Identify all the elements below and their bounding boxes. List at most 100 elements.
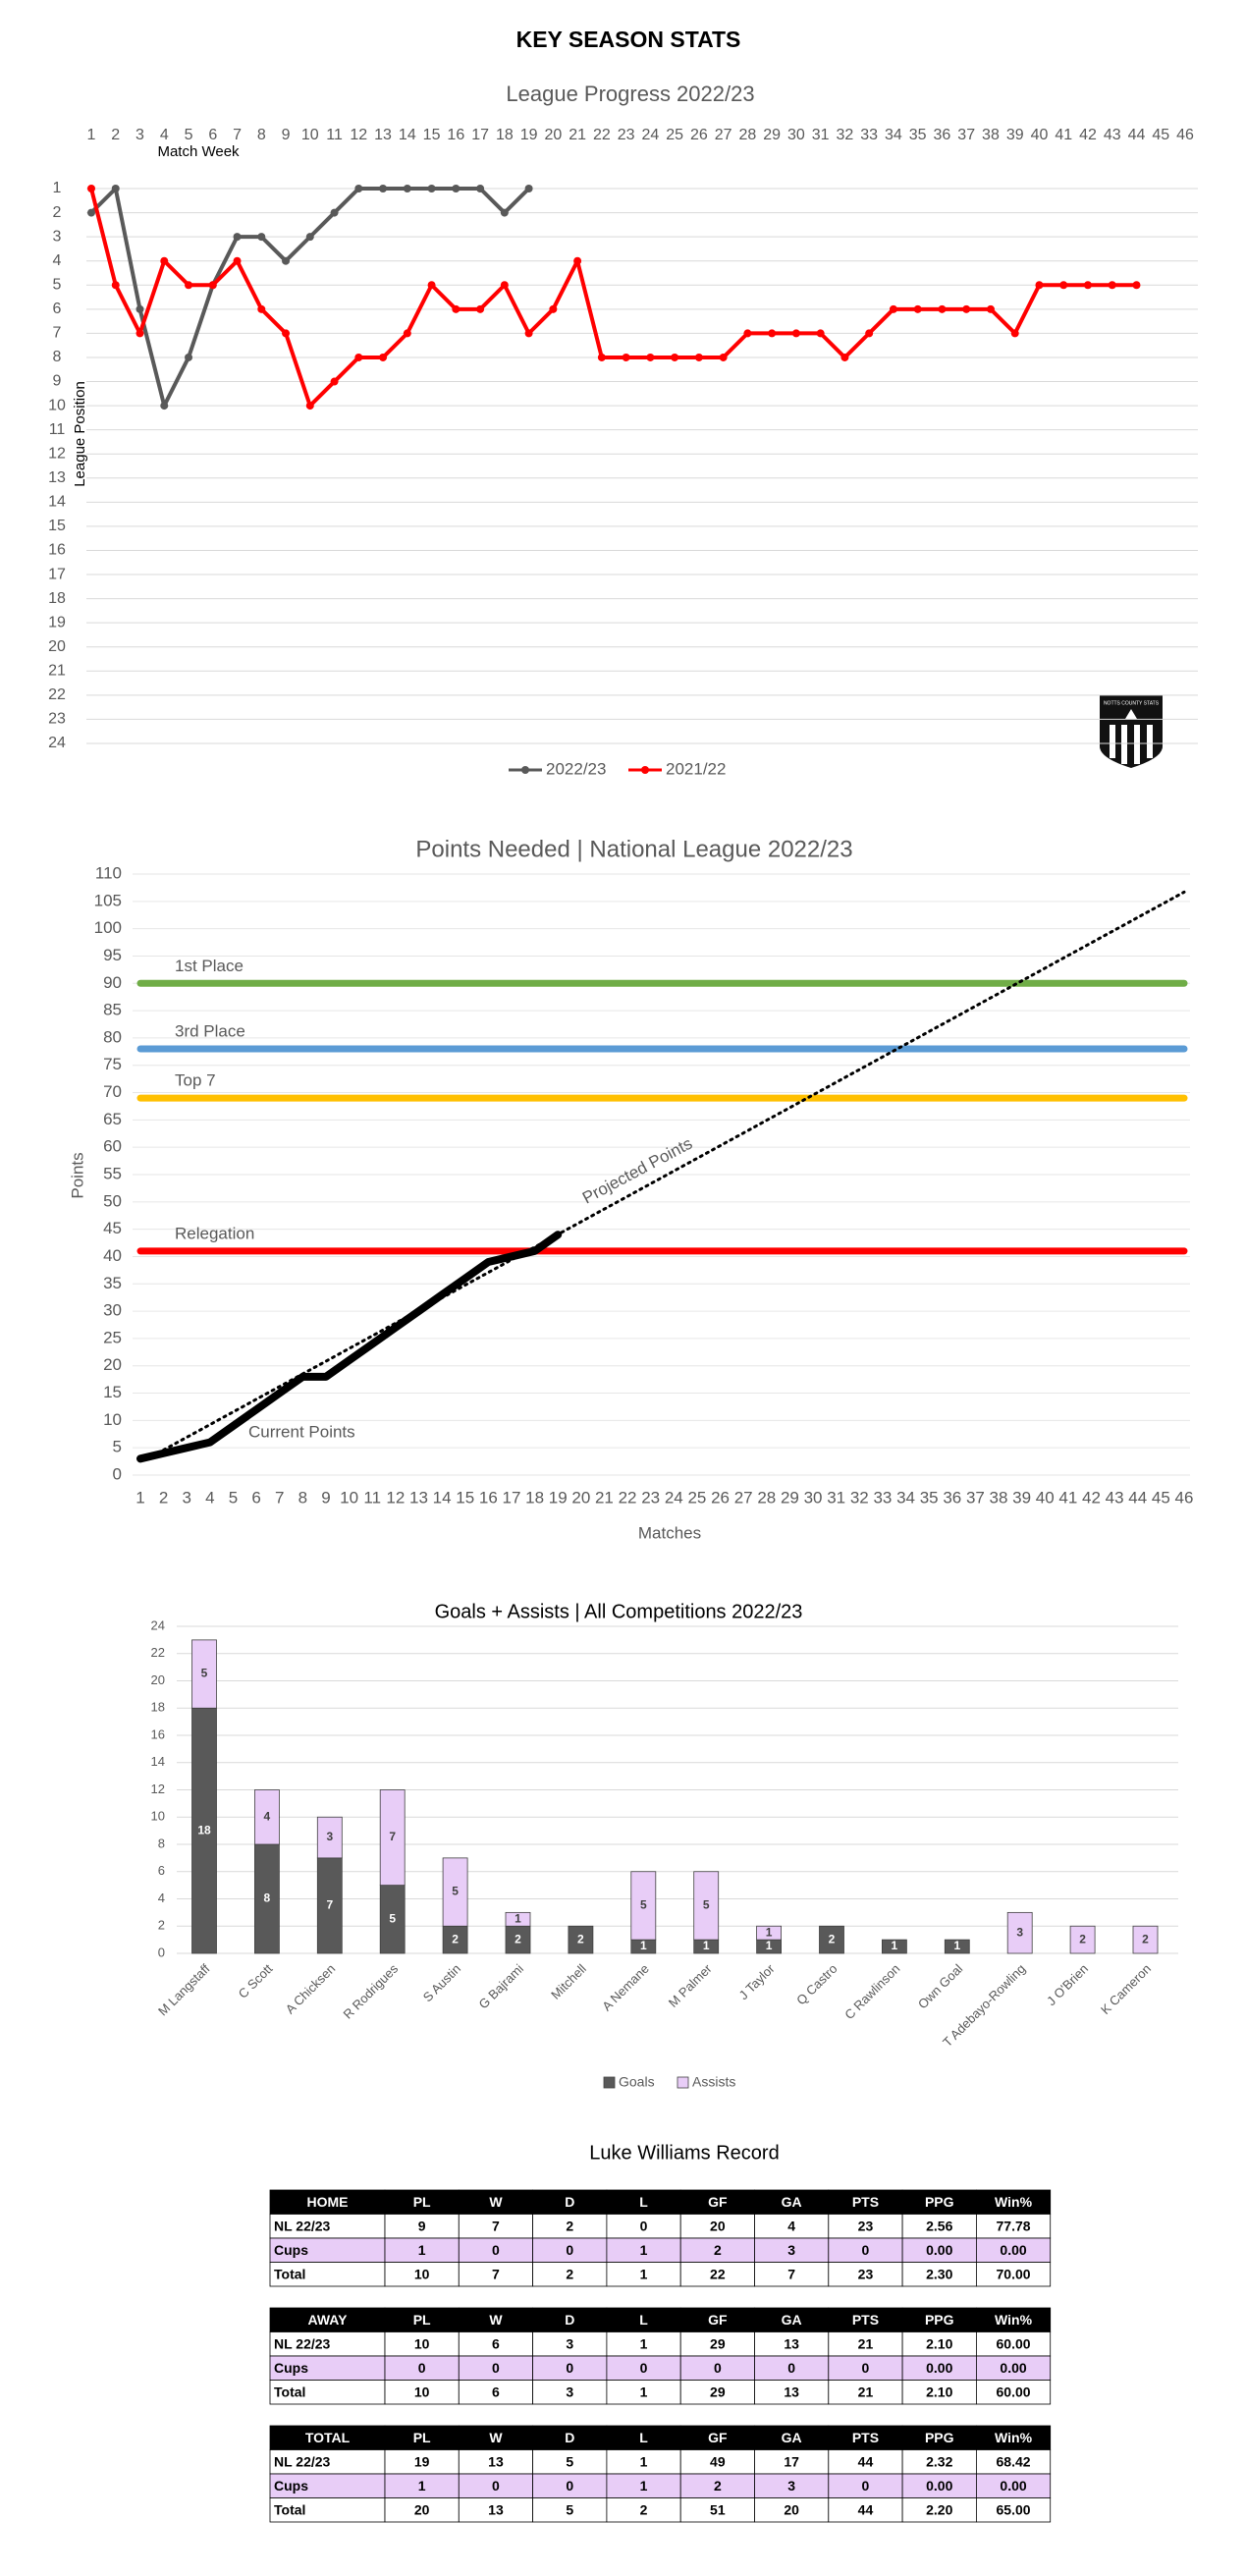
line-marker (573, 256, 582, 265)
data-label: 1 (640, 1939, 647, 1952)
line-marker (257, 304, 266, 313)
table-header: D (565, 2312, 574, 2328)
table-cell (384, 2237, 460, 2263)
table-cell (384, 2214, 460, 2239)
table-cell-text: 0.00 (926, 2478, 952, 2494)
table-cell (532, 2473, 608, 2498)
table-cell-text: 0 (862, 2360, 870, 2376)
y-tick-label: 9 (53, 373, 62, 390)
table-cell-text: 20 (784, 2501, 799, 2517)
data-label: 5 (640, 1898, 647, 1912)
bar-segment (253, 1843, 280, 1954)
table-cell-text: 0 (566, 2360, 573, 2376)
table-cell-text: 19 (414, 2453, 430, 2469)
logo-emblem (1125, 709, 1137, 719)
table-cell-text: 13 (488, 2453, 504, 2469)
bar-segment (379, 1885, 406, 1954)
x-tick-label: 14 (433, 1488, 452, 1507)
table-cell (754, 2237, 830, 2263)
y-tick-label: 14 (151, 1754, 165, 1769)
table-header: Win% (995, 2194, 1033, 2210)
x-tick-label: 28 (757, 1488, 776, 1507)
x-tick-label: 10 (301, 127, 319, 143)
x-tick-label: 17 (502, 1488, 520, 1507)
table-cell (976, 2449, 1052, 2475)
table-cell (976, 2214, 1052, 2239)
table-cell (679, 2425, 755, 2450)
table-header: D (565, 2194, 574, 2210)
y-tick-label: 16 (151, 1726, 165, 1741)
table-cell-text: 13 (488, 2501, 504, 2517)
table-cell (754, 2307, 830, 2332)
table-header: L (639, 2194, 648, 2210)
x-tick-label: 44 (1128, 1488, 1147, 1507)
line-marker (1035, 281, 1044, 290)
y-tick-label: 30 (103, 1301, 122, 1320)
table-cell-text: 60.00 (997, 2335, 1031, 2351)
line-marker (476, 185, 485, 192)
table-header: PTS (852, 2430, 879, 2445)
line-marker (1108, 281, 1116, 290)
table-cell (679, 2262, 755, 2287)
data-label: 5 (452, 1885, 459, 1898)
y-tick-label: 20 (48, 638, 66, 655)
x-tick-label: 29 (781, 1488, 799, 1507)
bar-segment (379, 1789, 406, 1887)
x-tick-label: 15 (423, 127, 441, 143)
bar-segment (944, 1939, 970, 1954)
table-cell-text: 2.56 (926, 2218, 952, 2233)
y-tick-label: 65 (103, 1110, 122, 1128)
x-tick-label: 18 (496, 127, 514, 143)
y-tick-label: 14 (48, 494, 66, 511)
table-cell (901, 2237, 977, 2263)
y-tick-label: 40 (103, 1246, 122, 1265)
table-cell (532, 2189, 608, 2215)
table-cell-text: Cups (274, 2360, 308, 2376)
table-cell (976, 2425, 1052, 2450)
table-cell (532, 2262, 608, 2287)
y-tick-label: 100 (94, 918, 122, 937)
bar-segment (1132, 1925, 1159, 1954)
table-cell-text: 10 (414, 2266, 430, 2281)
table-cell-text: 0.00 (1000, 2242, 1026, 2258)
table-cell-text: Total (274, 2501, 305, 2517)
table-cell (458, 2355, 533, 2381)
table-cell-text: 0 (862, 2242, 870, 2258)
table-cell-text: 60.00 (997, 2384, 1031, 2399)
table-cell-text: 0 (714, 2360, 722, 2376)
line-marker (282, 329, 291, 338)
table-header: GF (708, 2430, 728, 2445)
chart-title: Goals + Assists | All Competitions 2022/… (435, 1601, 803, 1622)
x-tick-label: 21 (595, 1488, 614, 1507)
data-label: 1 (703, 1939, 710, 1952)
x-tick-label: 34 (896, 1488, 915, 1507)
table-header: GA (782, 2194, 802, 2210)
table-cell (754, 2425, 830, 2450)
reference-label: Top 7 (175, 1071, 216, 1090)
line-marker (452, 185, 460, 192)
x-tick-label: 32 (837, 127, 854, 143)
table-cell-text: 4 (787, 2218, 795, 2233)
data-label: 1 (515, 1911, 521, 1925)
table-header: PL (413, 2312, 431, 2328)
y-tick-label: 10 (103, 1410, 122, 1429)
x-tick-label: 8 (257, 127, 266, 143)
table-cell-text: 2 (714, 2242, 722, 2258)
x-tick-label: 11 (363, 1488, 381, 1507)
bar-segment (819, 1925, 844, 1954)
table-cell-text: 68.42 (997, 2453, 1031, 2469)
table-cell (269, 2262, 386, 2287)
table-cell (606, 2473, 681, 2498)
table-header: PL (413, 2430, 431, 2445)
y-tick-label: 13 (48, 469, 66, 486)
table-cell-text: 23 (858, 2218, 874, 2233)
data-label: 1 (892, 1939, 898, 1952)
line-marker (986, 304, 995, 313)
table-header: PPG (925, 2194, 954, 2210)
table-cell (384, 2189, 460, 2215)
data-label: 4 (264, 1809, 271, 1823)
bar-segment (316, 1857, 343, 1954)
line-marker (427, 185, 436, 192)
line-marker (743, 329, 752, 338)
